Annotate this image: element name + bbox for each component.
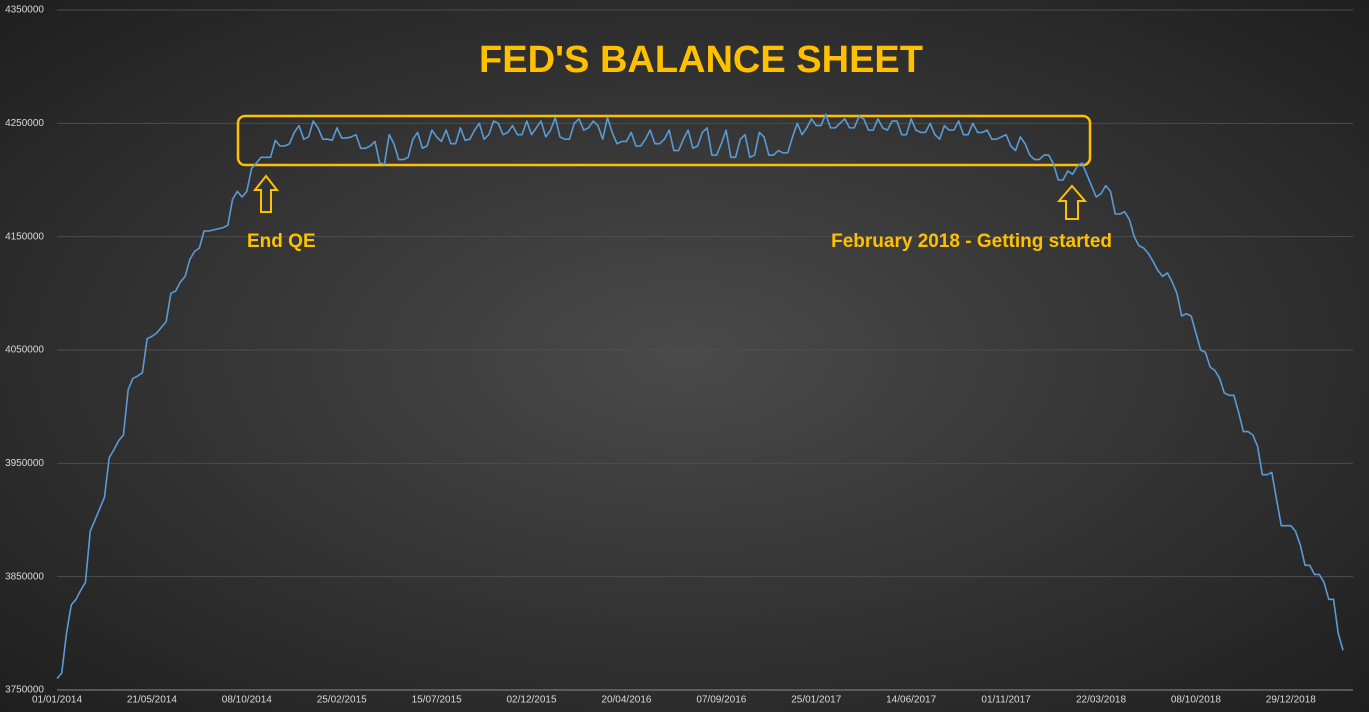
x-tick-label: 22/03/2018 xyxy=(1076,695,1126,706)
y-tick-label: 3850000 xyxy=(5,571,44,582)
x-tick-label: 21/05/2014 xyxy=(127,695,177,706)
y-tick-label: 4250000 xyxy=(5,118,44,129)
y-tick-label: 3750000 xyxy=(5,685,44,696)
x-tick-label: 15/07/2015 xyxy=(412,695,462,706)
x-tick-label: 25/02/2015 xyxy=(317,695,367,706)
annotation: February 2018 - Getting started xyxy=(831,231,1112,252)
x-tick-label: 25/01/2017 xyxy=(791,695,841,706)
x-tick-label: 14/06/2017 xyxy=(886,695,936,706)
x-tick-label: 01/01/2014 xyxy=(32,695,82,706)
line xyxy=(56,113,1344,680)
arrow xyxy=(1056,184,1088,220)
highlight-box xyxy=(236,114,1092,167)
grid xyxy=(57,9,1353,691)
x-tick-label: 01/11/2017 xyxy=(981,695,1031,706)
x-tick-label: 07/09/2016 xyxy=(696,695,746,706)
x-tick-label: 08/10/2018 xyxy=(1171,695,1221,706)
y-tick-label: 3950000 xyxy=(5,458,44,469)
y-tick-label: 4150000 xyxy=(5,231,44,242)
x-tick-label: 29/12/2018 xyxy=(1266,695,1316,706)
x-tick-label: 20/04/2016 xyxy=(601,695,651,706)
x-tick-label: 02/12/2015 xyxy=(507,695,557,706)
annotation: End QE xyxy=(247,231,316,252)
chart-title: FED'S BALANCE SHEET xyxy=(479,39,923,81)
x-tick-label: 08/10/2014 xyxy=(222,695,272,706)
y-tick-label: 4050000 xyxy=(5,345,44,356)
y-tick-label: 4350000 xyxy=(5,5,44,16)
arrow xyxy=(252,174,280,213)
